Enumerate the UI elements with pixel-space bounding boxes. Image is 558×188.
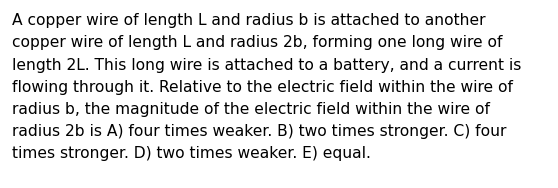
Text: A copper wire of length L and radius b is attached to another: A copper wire of length L and radius b i…	[12, 13, 486, 28]
Text: copper wire of length L and radius 2b, forming one long wire of: copper wire of length L and radius 2b, f…	[12, 35, 503, 50]
Text: radius 2b is A) four times weaker. B) two times stronger. C) four: radius 2b is A) four times weaker. B) tw…	[12, 124, 507, 139]
Text: times stronger. D) two times weaker. E) equal.: times stronger. D) two times weaker. E) …	[12, 146, 371, 161]
Text: flowing through it. Relative to the electric field within the wire of: flowing through it. Relative to the elec…	[12, 80, 513, 95]
Text: length 2L. This long wire is attached to a battery, and a current is: length 2L. This long wire is attached to…	[12, 58, 522, 73]
Text: radius b, the magnitude of the electric field within the wire of: radius b, the magnitude of the electric …	[12, 102, 490, 117]
